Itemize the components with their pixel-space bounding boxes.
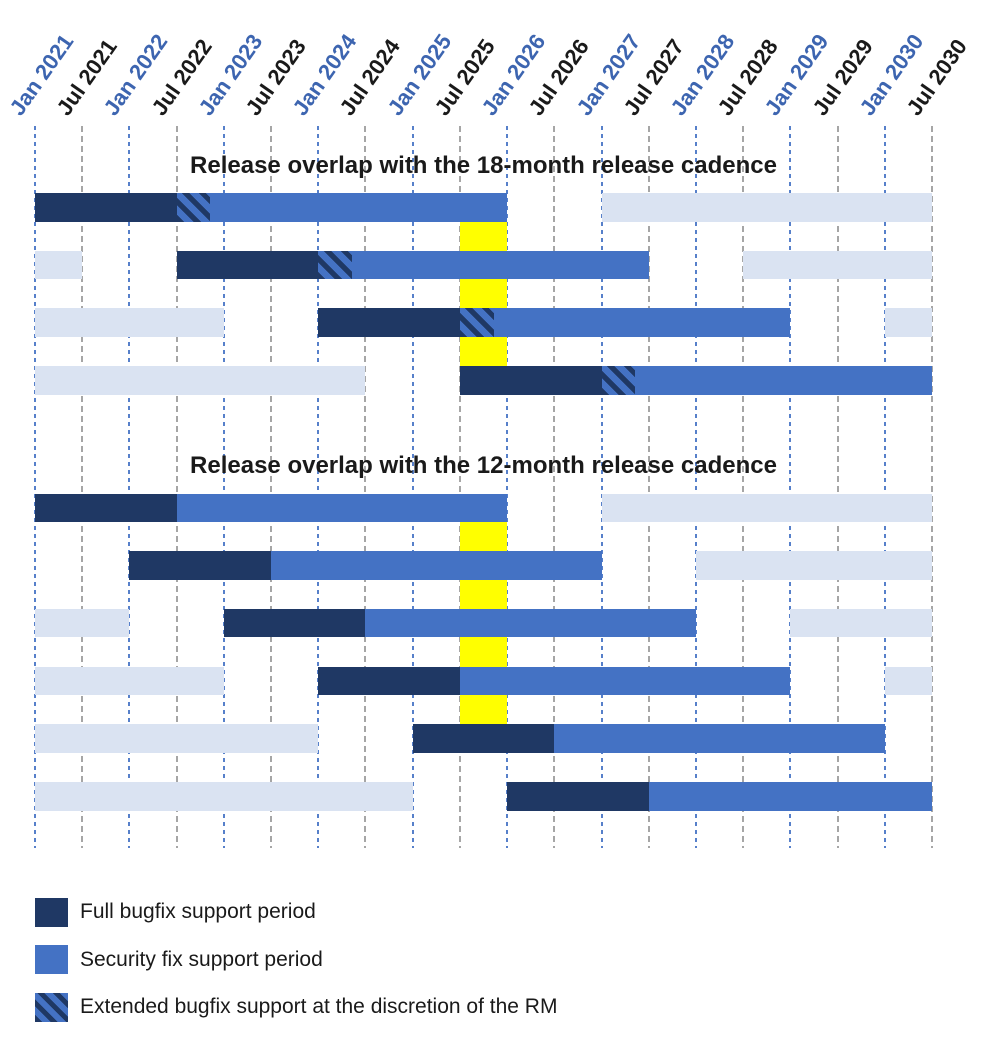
bar-segment-light bbox=[695, 551, 932, 580]
gridline-jan bbox=[222, 126, 225, 848]
gridline-jul bbox=[364, 126, 367, 848]
gridline-jan bbox=[411, 126, 414, 848]
bar-segment-dark bbox=[459, 366, 602, 395]
bar-segment-dark bbox=[318, 666, 460, 696]
bar-segment-dark bbox=[176, 250, 319, 280]
bar-segment-blue bbox=[648, 782, 932, 811]
bar-segment-blue bbox=[635, 366, 932, 395]
bar-segment-blue bbox=[459, 666, 791, 696]
bar-segment-hatch bbox=[176, 193, 211, 222]
gridline-jul bbox=[931, 126, 933, 848]
bar-segment-light bbox=[790, 608, 932, 638]
bar-segment-hatch bbox=[459, 308, 494, 337]
bar-segment-light bbox=[884, 308, 932, 337]
legend-item-security-fix: Security fix support period bbox=[35, 945, 323, 975]
bar-segment-light bbox=[35, 250, 83, 280]
bar-segment-light bbox=[35, 308, 224, 337]
bar-segment-dark bbox=[318, 308, 460, 337]
gridline-jan bbox=[317, 126, 320, 848]
section-title-18-month: Release overlap with the 18-month releas… bbox=[190, 152, 777, 179]
bar-segment-dark bbox=[129, 551, 272, 580]
bar-segment-light bbox=[601, 493, 932, 522]
bar-segment-dark bbox=[507, 782, 649, 811]
full-bugfix-swatch-icon bbox=[35, 897, 68, 927]
gridline-jan bbox=[506, 126, 509, 848]
gridline-jan bbox=[694, 126, 697, 848]
legend-item-full-bugfix: Full bugfix support period bbox=[35, 897, 316, 927]
gridline-jul bbox=[836, 126, 839, 848]
gridline-jul bbox=[175, 126, 178, 848]
bar-segment-blue bbox=[554, 724, 885, 753]
gridline-jan bbox=[128, 126, 131, 848]
bar-segment-dark bbox=[35, 493, 177, 522]
extended-bugfix-swatch-icon bbox=[35, 992, 68, 1022]
gridline-jul bbox=[742, 126, 745, 848]
gridline-jan bbox=[34, 126, 36, 848]
bar-segment-light bbox=[35, 724, 319, 753]
bar-segment-light bbox=[884, 666, 932, 696]
bar-segment-hatch bbox=[318, 250, 353, 280]
section-title-12-month: Release overlap with the 12-month releas… bbox=[190, 452, 777, 479]
bar-segment-blue bbox=[271, 551, 602, 580]
gridline-jul bbox=[270, 126, 273, 848]
legend-label-extended-bugfix: Extended bugfix support at the discretio… bbox=[80, 995, 558, 1018]
gridline-jul bbox=[553, 126, 556, 848]
gridline-jul bbox=[81, 126, 84, 848]
bar-segment-dark bbox=[223, 608, 366, 638]
gridline-jul bbox=[647, 126, 650, 848]
bar-segment-blue bbox=[176, 493, 508, 522]
gridline-jan bbox=[600, 126, 603, 848]
gridline-jul bbox=[458, 126, 461, 848]
legend-label-security-fix: Security fix support period bbox=[80, 947, 323, 971]
bar-segment-blue bbox=[493, 308, 791, 337]
bar-segment-dark bbox=[412, 724, 555, 753]
bar-segment-dark bbox=[35, 193, 177, 222]
legend-item-extended-bugfix: Extended bugfix support at the discretio… bbox=[35, 992, 557, 1022]
security-fix-swatch-icon bbox=[35, 945, 68, 974]
bar-segment-hatch bbox=[601, 366, 636, 395]
gridline-jan bbox=[789, 126, 792, 848]
bar-segment-blue bbox=[210, 193, 508, 222]
bar-segment-light bbox=[601, 193, 932, 222]
gridline-jan bbox=[883, 126, 886, 848]
bar-segment-blue bbox=[352, 250, 649, 280]
bar-segment-light bbox=[35, 782, 413, 811]
bar-segment-light bbox=[35, 666, 224, 696]
highlight-band bbox=[459, 221, 508, 367]
bar-segment-light bbox=[35, 608, 130, 638]
bar-segment-light bbox=[35, 366, 366, 395]
bar-segment-light bbox=[743, 250, 932, 280]
bar-segment-blue bbox=[365, 608, 696, 638]
legend-label-full-bugfix: Full bugfix support period bbox=[80, 900, 316, 923]
